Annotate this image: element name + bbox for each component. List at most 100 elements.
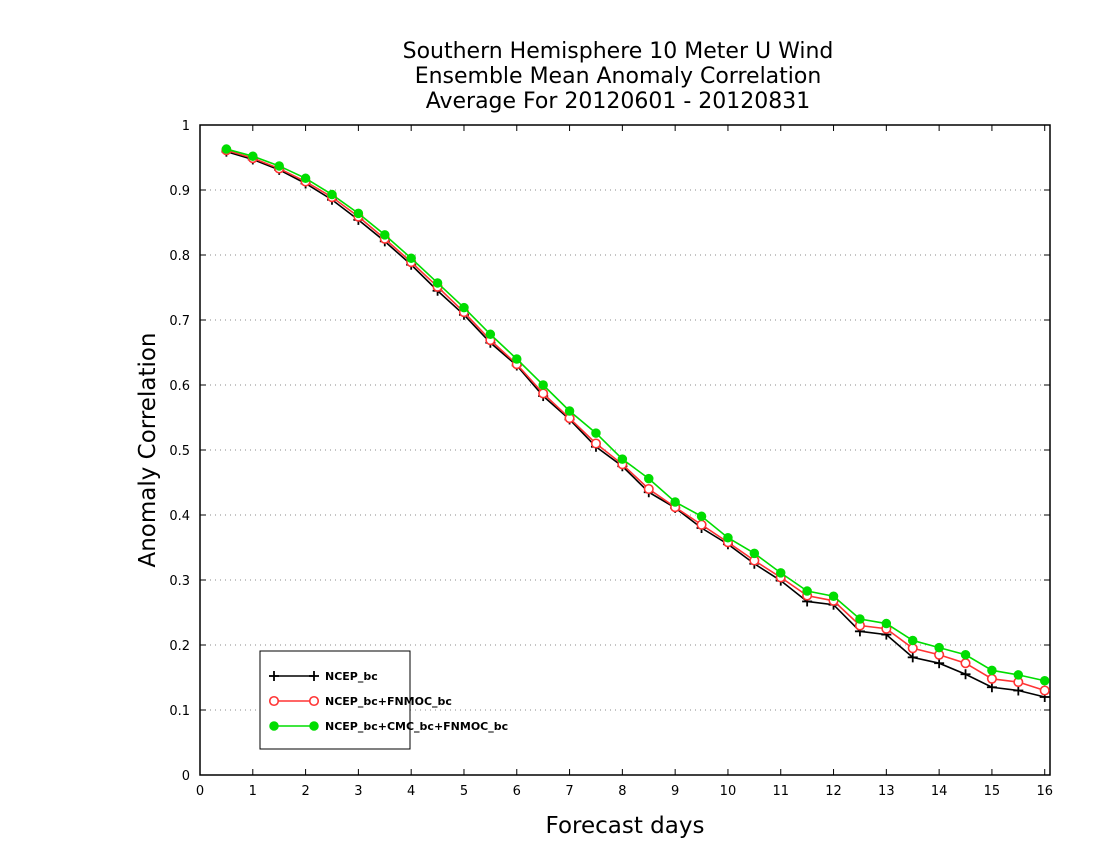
- data-point: [855, 614, 865, 624]
- legend-marker: [269, 721, 279, 731]
- data-point: [274, 161, 284, 171]
- data-point: [934, 642, 944, 653]
- data-point: [986, 682, 997, 693]
- x-tick-label: 15: [984, 784, 1001, 799]
- legend-item: NCEP_bc+CMC_bc+FNMOC_bc: [269, 720, 508, 733]
- data-point: [775, 568, 786, 578]
- data-point: [802, 586, 812, 596]
- data-point: [986, 673, 997, 684]
- data-point: [538, 388, 549, 399]
- series-line: [226, 148, 1045, 682]
- y-tick-label: 0.9: [169, 184, 190, 199]
- data-point: [538, 380, 548, 390]
- data-point: [1039, 676, 1050, 686]
- gridlines: [200, 189, 1050, 711]
- title-line-2: Ensemble Mean Anomaly Correlation: [415, 64, 822, 89]
- y-tick-label: 1: [182, 119, 190, 134]
- legend-marker: [269, 671, 279, 681]
- title-line-1: Southern Hemisphere 10 Meter U Wind: [403, 39, 834, 64]
- x-tick-label: 5: [460, 784, 468, 799]
- data-point: [643, 483, 654, 495]
- data-point: [907, 652, 918, 663]
- series-1: [221, 146, 1050, 702]
- data-point: [960, 669, 971, 680]
- legend: NCEP_bc NCEP_bc+FNMOC_bc NCEP_bc+CMC_bc+FN…: [259, 650, 508, 750]
- data-point: [644, 473, 654, 484]
- y-tick-label: 0.6: [169, 379, 190, 394]
- legend-box: [259, 650, 411, 750]
- x-tick-label: 11: [772, 784, 789, 799]
- x-tick-label: 16: [1036, 784, 1053, 799]
- data-point: [881, 618, 892, 629]
- legend-label: NCEP_bc: [325, 670, 378, 683]
- data-point: [485, 329, 496, 340]
- data-point: [406, 253, 416, 263]
- data-point: [696, 519, 707, 530]
- x-tick-label: 12: [825, 784, 842, 799]
- data-point: [696, 511, 707, 522]
- x-tick-label: 10: [720, 784, 737, 799]
- data-point: [380, 230, 390, 240]
- data-point: [1039, 685, 1050, 696]
- series-2: [221, 145, 1050, 696]
- y-tick-label: 0.3: [169, 574, 190, 589]
- chart-title: Southern Hemisphere 10 Meter U WindEnsem…: [403, 39, 834, 114]
- x-tick-label: 3: [354, 784, 362, 799]
- legend-item: NCEP_bc+FNMOC_bc: [268, 695, 452, 708]
- data-point: [459, 302, 469, 313]
- data-point: [987, 665, 997, 676]
- legend-label: NCEP_bc+CMC_bc+FNMOC_bc: [325, 720, 508, 733]
- x-tick-label: 9: [671, 784, 679, 799]
- title-line-3: Average For 20120601 - 20120831: [426, 89, 811, 114]
- y-axis-title: Anomaly Correlation: [135, 332, 161, 567]
- x-tick-label: 14: [931, 784, 948, 799]
- x-axis: 0 1 2 3 4 5 6 7 8 9 10 11 12 13 14 15 16: [196, 125, 1053, 799]
- y-tick-label: 0.7: [169, 314, 190, 329]
- series-line: [226, 150, 1045, 698]
- x-tick-label: 13: [878, 784, 895, 799]
- y-tick-label: 0.1: [169, 704, 190, 719]
- legend-marker: [309, 671, 319, 681]
- data-point: [960, 658, 971, 669]
- data-point: [591, 428, 601, 438]
- x-tick-label: 4: [407, 784, 415, 799]
- y-tick-label: 0: [182, 769, 190, 784]
- series-lines: [221, 144, 1050, 702]
- x-tick-label: 7: [565, 784, 573, 799]
- x-tick-label: 6: [513, 784, 521, 799]
- data-point: [670, 497, 680, 507]
- data-point: [300, 173, 311, 184]
- data-point: [960, 650, 971, 660]
- data-point: [934, 658, 945, 669]
- x-tick-label: 8: [618, 784, 626, 799]
- data-point: [749, 548, 760, 559]
- data-point: [564, 406, 575, 416]
- legend-label: NCEP_bc+FNMOC_bc: [325, 695, 452, 708]
- legend-marker: [308, 695, 320, 707]
- x-axis-title: Forecast days: [546, 813, 705, 839]
- series-3: [221, 144, 1050, 686]
- x-tick-label: 0: [196, 784, 204, 799]
- x-tick-label: 2: [301, 784, 309, 799]
- y-axis: 0 0.1 0.2 0.3 0.4 0.5 0.6 0.7 0.8 0.9 1: [169, 119, 1050, 784]
- data-point: [590, 438, 602, 449]
- data-point: [512, 354, 522, 364]
- data-point: [907, 635, 918, 646]
- data-point: [327, 189, 337, 200]
- data-point: [1013, 685, 1024, 696]
- y-tick-label: 0.5: [169, 444, 190, 459]
- data-point: [723, 533, 733, 543]
- data-point: [248, 151, 258, 161]
- data-point: [617, 454, 628, 464]
- y-tick-label: 0.4: [169, 509, 190, 524]
- data-point: [828, 591, 839, 601]
- data-point: [1013, 670, 1024, 680]
- legend-item: NCEP_bc: [269, 670, 378, 683]
- data-point: [221, 144, 232, 154]
- legend-marker: [268, 695, 280, 707]
- data-point: [907, 643, 918, 654]
- data-point: [353, 208, 364, 219]
- y-tick-label: 0.8: [169, 249, 190, 264]
- series-line: [226, 149, 1045, 692]
